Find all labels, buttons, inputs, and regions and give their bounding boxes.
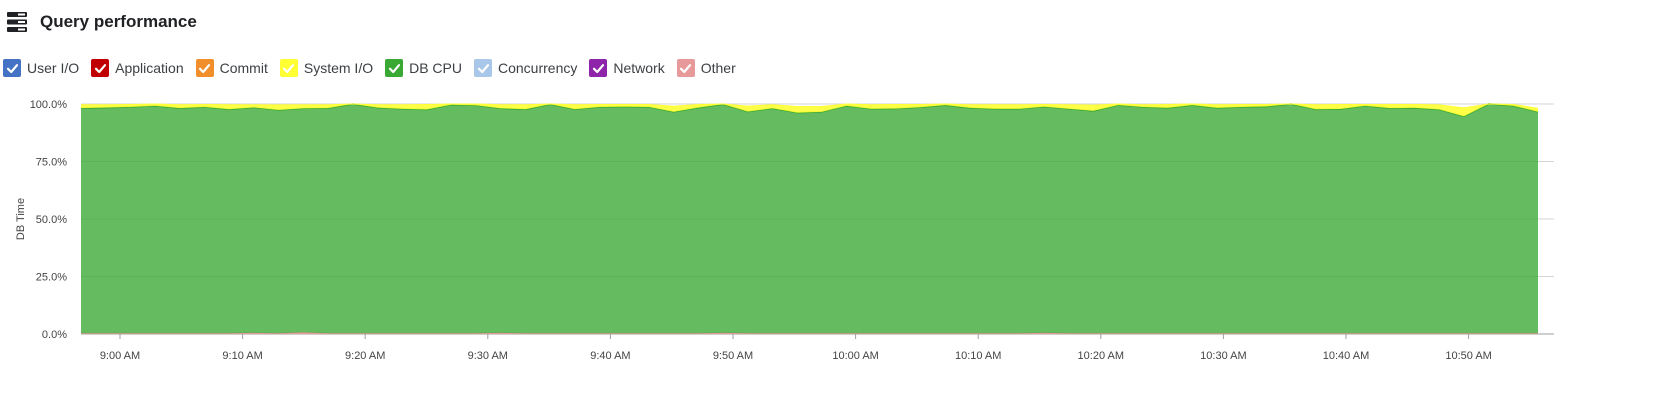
legend-label: User I/O: [27, 60, 80, 76]
legend-checkbox[interactable]: [474, 59, 492, 77]
x-tick-label: 10:20 AM: [1078, 350, 1124, 362]
y-tick-label: 100.0%: [30, 99, 68, 111]
chart-legend: User I/O Application Commit System I/O DB CP…: [3, 59, 748, 77]
db-time-chart: 0.0% 25.0% 50.0% 75.0% 100.0% DB Time 9:00 AM 9…: [15, 99, 1554, 362]
x-tick-label: 10:40 AM: [1323, 350, 1369, 362]
x-tick-label: 10:10 AM: [955, 350, 1001, 362]
legend-item-commit[interactable]: Commit: [195, 59, 268, 77]
legend-item-application[interactable]: Application: [91, 59, 184, 77]
check-icon: [680, 63, 692, 73]
stacked-list-icon: [7, 12, 27, 32]
check-icon: [199, 63, 211, 73]
check-icon: [283, 63, 295, 73]
check-icon: [592, 63, 604, 73]
legend-item-db-cpu[interactable]: DB CPU: [385, 59, 462, 77]
legend-label: Commit: [219, 60, 268, 76]
check-icon: [388, 63, 400, 73]
y-tick-label: 25.0%: [36, 272, 67, 284]
legend-checkbox[interactable]: [3, 59, 21, 77]
x-tick-label: 9:50 AM: [713, 350, 753, 362]
panel-title: Query performance: [40, 12, 197, 31]
check-icon: [94, 63, 106, 73]
legend-label: Application: [115, 60, 184, 76]
x-tick-label: 10:50 AM: [1445, 350, 1491, 362]
area-db-cpu: [81, 104, 1538, 334]
y-tick-label: 75.0%: [36, 157, 67, 169]
legend-label: DB CPU: [409, 60, 462, 76]
check-icon: [477, 63, 489, 73]
legend-item-other[interactable]: Other: [676, 59, 736, 77]
x-tick-label: 9:30 AM: [468, 350, 508, 362]
legend-checkbox[interactable]: [385, 59, 404, 77]
legend-checkbox[interactable]: [279, 59, 298, 77]
series-line-db-cpu: [80, 103, 1539, 118]
legend-checkbox[interactable]: [589, 59, 608, 77]
x-tick-label: 10:00 AM: [832, 350, 878, 362]
x-tick-label: 10:30 AM: [1200, 350, 1246, 362]
x-tick-label: 9:00 AM: [100, 350, 140, 362]
legend-label: Network: [613, 60, 665, 76]
legend-label: System I/O: [303, 60, 374, 76]
legend-checkbox[interactable]: [195, 59, 214, 77]
y-tick-label: 0.0%: [42, 329, 67, 341]
check-icon: [6, 63, 18, 73]
legend-item-network[interactable]: Network: [589, 59, 665, 77]
y-tick-label: 50.0%: [36, 214, 67, 226]
x-tick-label: 9:10 AM: [222, 350, 262, 362]
series-line-system-i-o: [81, 103, 1539, 109]
legend-label: Other: [700, 60, 736, 76]
legend-item-user-i-o[interactable]: User I/O: [3, 59, 79, 77]
y-axis-label: DB Time: [15, 198, 27, 240]
x-tick-label: 9:20 AM: [345, 350, 385, 362]
area-system-i-o: [81, 104, 1538, 117]
legend-label: Concurrency: [498, 60, 578, 76]
x-tick-label: 9:40 AM: [590, 350, 630, 362]
legend-item-concurrency[interactable]: Concurrency: [474, 59, 577, 77]
legend-checkbox[interactable]: [91, 59, 110, 77]
legend-item-system-i-o[interactable]: System I/O: [279, 59, 374, 77]
legend-checkbox[interactable]: [676, 59, 695, 77]
panel-header: Query performance: [6, 10, 197, 34]
